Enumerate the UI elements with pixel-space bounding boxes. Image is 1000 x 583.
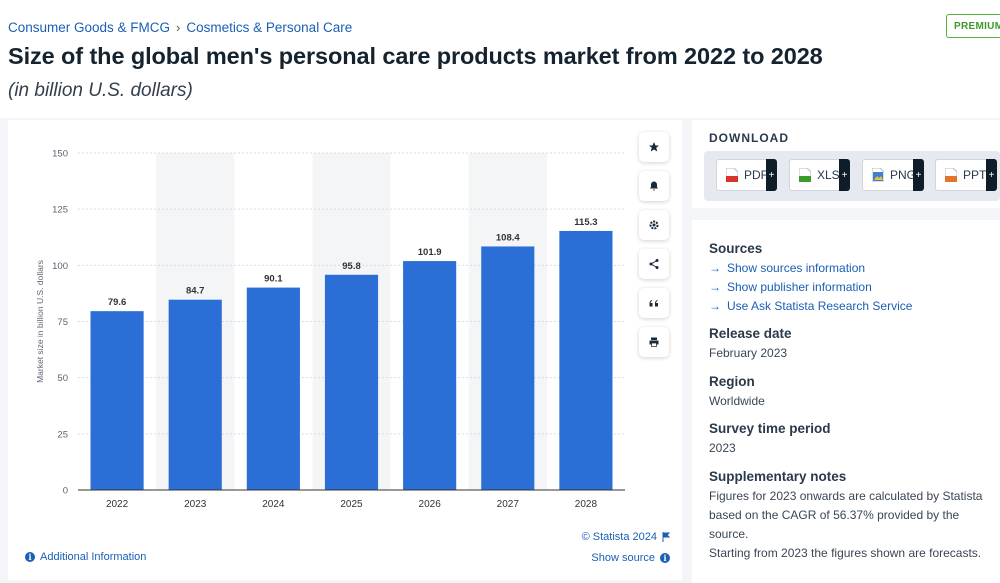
download-pdf-label: PDF [744,168,768,182]
additional-information-link[interactable]: i Additional Information [25,551,146,563]
header: Consumer Goods & FMCG › Cosmetics & Pers… [0,0,1000,118]
x-tick-label: 2023 [184,499,207,510]
download-pdf-button[interactable]: PDF + [716,159,777,191]
y-axis-label: Market size in billion U.S. dollars [35,260,45,383]
data-label: 108.4 [496,232,520,243]
png-file-icon [871,167,885,183]
y-tick-label: 0 [63,486,68,497]
data-label: 90.1 [264,274,283,285]
y-tick-label: 75 [57,317,68,328]
data-label: 79.6 [108,297,127,308]
additional-information-label: Additional Information [40,551,147,563]
region-value: Worldwide [709,394,765,408]
breadcrumb-item-consumer-goods[interactable]: Consumer Goods & FMCG [8,20,171,35]
supplementary-notes-line: Figures for 2023 onwards are calculated … [709,489,983,503]
gear-icon[interactable] [639,210,669,240]
bar [559,230,613,490]
download-ppt-label: PPT [963,168,987,182]
y-tick-label: 125 [52,205,68,216]
x-tick-label: 2022 [106,499,129,510]
y-tick-label: 25 [57,429,68,440]
data-label: 101.9 [418,247,442,258]
download-tray: PDF + XLS + PNG + PPT + [704,151,1000,201]
download-ppt-button[interactable]: PPT + [935,159,997,191]
quote-icon[interactable] [639,288,669,318]
bar [481,246,535,490]
y-tick-label: 100 [52,261,68,272]
survey-period-heading: Survey time period [709,421,831,436]
show-source-label: Show source [591,552,655,564]
info-icon: i [25,552,35,562]
show-publisher-label: Show publisher information [727,280,872,294]
premium-badge: PREMIUM [946,14,1000,38]
supplementary-notes-line: Starting from 2023 the figures shown are… [709,546,982,560]
download-png-label: PNG [890,168,917,182]
breadcrumb: Consumer Goods & FMCG › Cosmetics & Pers… [8,20,352,35]
download-xls-label: XLS [817,168,840,182]
info-icon: i [660,553,670,563]
page-title: Size of the global men's personal care p… [8,43,823,69]
bar [403,261,457,490]
x-tick-label: 2028 [575,499,598,510]
info-card: Sources → Show sources information → Sho… [692,220,1000,583]
breadcrumb-separator: › [176,20,181,35]
x-tick-label: 2025 [340,499,363,510]
plus-icon: + [913,159,924,191]
data-label: 115.3 [574,217,597,228]
xls-file-icon [798,167,812,183]
show-sources-label: Show sources information [727,261,866,275]
supplementary-notes-line: based on the CAGR of 56.37% provided by … [709,508,960,522]
supplementary-notes-heading: Supplementary notes [709,469,847,484]
ask-statista-label: Use Ask Statista Research Service [727,299,913,313]
bar [168,299,222,490]
star-icon[interactable] [639,132,669,162]
arrow-right-icon: → [709,299,721,313]
ppt-file-icon [944,167,958,183]
chart-card: 0 25 50 75 100 125 150 Market size in billion U… [8,120,682,580]
plus-icon: + [986,159,997,191]
sources-heading: Sources [709,241,763,256]
bar [246,287,300,490]
breadcrumb-item-cosmetics[interactable]: Cosmetics & Personal Care [186,20,353,35]
show-sources-link[interactable]: → Show sources information [709,261,865,275]
download-png-button[interactable]: PNG + [862,159,924,191]
print-icon[interactable] [639,327,669,357]
y-tick-label: 50 [57,373,68,384]
pdf-file-icon [725,167,739,183]
plus-icon: + [766,159,777,191]
x-tick-label: 2026 [419,499,442,510]
data-label: 84.7 [186,286,205,297]
plus-icon: + [839,159,850,191]
release-date-heading: Release date [709,326,792,341]
release-date-value: February 2023 [709,346,788,360]
bar [90,311,144,490]
survey-period-value: 2023 [709,441,736,455]
bar [324,274,379,490]
page-subtitle: (in billion U.S. dollars) [8,80,193,101]
x-tick-label: 2027 [497,499,520,510]
y-tick-label: 150 [52,149,68,160]
show-source-link[interactable]: Show source i [591,552,670,564]
bar-chart: 0 25 50 75 100 125 150 Market size in billion U… [35,149,625,510]
flag-icon [662,532,670,542]
arrow-right-icon: → [709,261,721,275]
copyright-text: © Statista 2024 [581,531,657,543]
show-publisher-link[interactable]: → Show publisher information [709,280,872,294]
supplementary-notes-line: source. [709,527,749,541]
data-label: 95.8 [342,261,361,272]
arrow-right-icon: → [709,280,721,294]
download-card: DOWNLOAD PDF + XLS + PNG + PPT + [692,120,1000,208]
copyright-link[interactable]: © Statista 2024 [582,531,670,543]
ask-statista-link[interactable]: → Use Ask Statista Research Service [709,299,912,313]
x-tick-label: 2024 [262,499,285,510]
download-xls-button[interactable]: XLS + [789,159,850,191]
share-icon[interactable] [639,249,669,279]
bell-icon[interactable] [639,171,669,201]
download-title: DOWNLOAD [709,131,789,145]
region-heading: Region [709,374,755,389]
